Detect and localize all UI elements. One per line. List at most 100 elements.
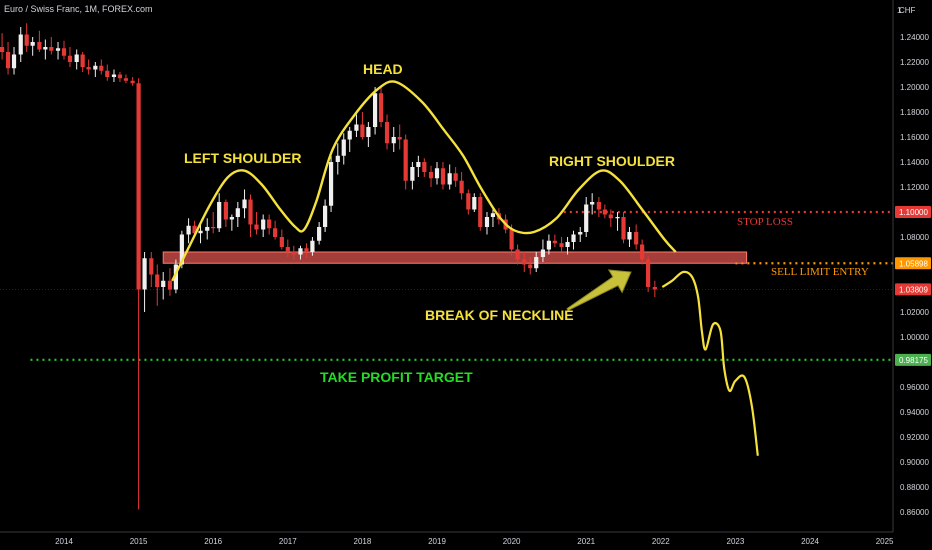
candle-body <box>540 249 546 257</box>
candle <box>466 189 471 215</box>
candle-body <box>627 232 632 240</box>
candle-body <box>552 240 557 244</box>
candle-body <box>267 219 272 229</box>
candle <box>248 194 253 237</box>
y-tick-label: 1.18000 <box>900 108 929 117</box>
y-tick-label: 0.90000 <box>900 458 929 467</box>
candle-body <box>652 287 657 290</box>
time-axis: 2014 2015 2016 2017 2018 2019 2020 2021 2022 2023… <box>0 531 932 550</box>
candle <box>347 127 352 152</box>
candle <box>11 47 17 75</box>
candle-body <box>360 124 365 137</box>
candle-body <box>378 93 384 122</box>
candle-body <box>522 259 527 265</box>
y-tick-label: 0.92000 <box>900 433 929 442</box>
neckline-zone <box>162 251 748 264</box>
candle <box>602 204 607 219</box>
candle-body <box>515 249 520 260</box>
candle-body <box>354 124 359 131</box>
candle-body <box>546 240 551 250</box>
candle <box>416 155 421 177</box>
candle-body <box>18 34 23 55</box>
candle <box>149 252 154 287</box>
candle <box>55 42 61 60</box>
candle <box>565 237 570 255</box>
candle-body <box>198 230 203 234</box>
candle <box>93 62 98 77</box>
candle <box>403 134 408 190</box>
candle <box>167 268 173 296</box>
candle <box>254 212 259 235</box>
candle-body <box>49 47 54 51</box>
y-tick-label: 0.86000 <box>900 508 929 517</box>
candle <box>18 27 23 62</box>
currency-label: CHF <box>899 6 916 15</box>
candle-body <box>205 227 210 231</box>
candle <box>571 230 576 250</box>
candle <box>186 218 191 244</box>
candle <box>627 227 632 247</box>
candle <box>546 234 551 255</box>
candle-body <box>217 202 222 229</box>
candle <box>5 42 11 75</box>
candle <box>291 245 296 260</box>
candle-body <box>335 155 340 162</box>
candle <box>30 37 35 56</box>
price-tag: 1.10000 <box>895 206 931 218</box>
candles <box>0 23 657 510</box>
candle <box>310 237 315 256</box>
candle-body <box>403 139 408 181</box>
price-tag-text: 1.03809 <box>899 285 928 294</box>
x-tick-label: 2017 <box>279 537 297 546</box>
candle <box>410 162 415 190</box>
price-tag-text: 1.05898 <box>899 259 928 268</box>
candle <box>43 39 48 60</box>
candle <box>198 224 203 244</box>
candle-body <box>317 227 322 241</box>
candle <box>142 252 147 312</box>
candle-body <box>5 52 11 69</box>
x-tick-label: 2023 <box>727 537 745 546</box>
candle <box>515 244 520 265</box>
candle <box>447 164 452 190</box>
candle-body <box>596 202 601 210</box>
candle-body <box>11 54 17 69</box>
candle <box>223 199 228 227</box>
candle-body <box>640 244 645 260</box>
candle <box>615 212 620 231</box>
candle-body <box>459 180 464 194</box>
candle <box>559 237 564 252</box>
candle <box>317 222 322 245</box>
candle-body <box>86 67 91 70</box>
candle-body <box>453 173 458 181</box>
candle-body <box>447 173 452 185</box>
candle <box>24 23 29 52</box>
candle-body <box>161 280 166 287</box>
candle <box>366 122 371 147</box>
y-tick-label: 0.96000 <box>900 383 929 392</box>
candle-body <box>186 225 191 235</box>
candle <box>155 264 160 306</box>
candle <box>552 234 557 247</box>
y-tick-label: 1.02000 <box>900 308 929 317</box>
candle <box>578 227 583 242</box>
price-tag-bg <box>895 283 931 296</box>
candle-body <box>484 217 490 227</box>
candle-body <box>285 247 290 252</box>
candle <box>173 259 178 294</box>
candle <box>391 127 396 152</box>
candle <box>354 114 359 137</box>
candle-body <box>478 197 483 227</box>
candle <box>261 214 266 237</box>
candle <box>123 74 129 84</box>
candle <box>130 77 135 86</box>
price-tag-text: 1.10000 <box>899 208 928 217</box>
candle-body <box>291 252 296 255</box>
price-tag: 1.03809 <box>895 283 931 296</box>
candle-body <box>410 167 415 181</box>
candle <box>217 193 222 232</box>
candle-body <box>55 48 61 51</box>
candle-body <box>279 237 284 247</box>
